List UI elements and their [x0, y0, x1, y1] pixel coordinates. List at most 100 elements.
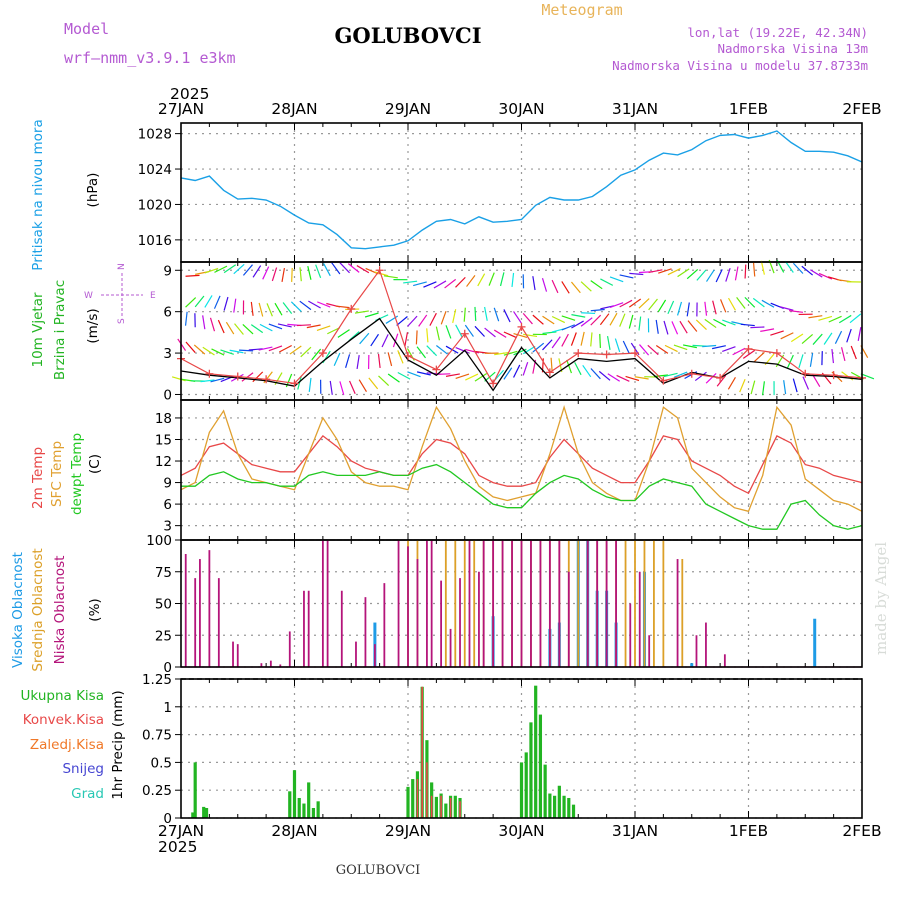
wind-arrow — [561, 333, 569, 347]
wind-arrow — [744, 264, 747, 279]
wind-arrow — [445, 325, 452, 339]
wind-arrow — [828, 315, 842, 323]
wind-arrow — [403, 280, 418, 284]
svg-text:SFC Temp: SFC Temp — [49, 441, 65, 507]
temp-ytick-label: 6 — [163, 497, 172, 513]
pressure-panel: 1016 1020 1024 1028 — [138, 122, 863, 263]
x-label-top: 29JAN — [385, 100, 431, 118]
wind-arrow — [609, 302, 624, 309]
wind-arrow — [619, 274, 634, 279]
wind-gust-marker — [574, 349, 583, 358]
wind-gust-marker — [290, 379, 299, 388]
precip-bar — [307, 782, 311, 818]
wind-arrow — [210, 377, 225, 383]
wind-arrow — [383, 275, 398, 279]
wind-arrow — [339, 262, 350, 274]
wind-arrow — [676, 301, 683, 316]
wind-arrow — [220, 349, 234, 355]
wind-arrow — [348, 380, 356, 394]
cloud-border — [180, 539, 863, 668]
wind-arrow — [248, 348, 263, 351]
cloud-title-low: Niska Oblacnost — [52, 556, 68, 665]
wind-arrow — [550, 357, 553, 372]
precip-unit: 1hr Precip (mm) — [110, 690, 126, 799]
wind-arrow — [209, 317, 216, 332]
precip-bar — [571, 804, 576, 818]
wind-arrow — [551, 315, 566, 324]
wind-arrow — [673, 344, 688, 351]
wind-arrow — [291, 267, 293, 282]
wind-arrow — [812, 374, 821, 387]
wind-arrow — [734, 266, 739, 281]
wind-arrow — [370, 333, 379, 347]
elevation-label: Nadmorska Visina 13m — [717, 41, 868, 56]
wind-ytick-label: 6 — [163, 305, 172, 321]
wind-arrow — [262, 266, 270, 280]
wind-arrow — [706, 269, 715, 282]
wind-arrow — [790, 333, 804, 343]
wind-gust-marker — [659, 376, 668, 385]
temp-ytick-label: 12 — [155, 454, 172, 470]
wind-arrow — [452, 309, 457, 324]
wind-ytick-label: 0 — [163, 387, 172, 403]
wind-arrow — [356, 355, 360, 370]
wind-arrow — [677, 268, 690, 278]
wind-arrow — [542, 339, 553, 351]
wind-arrow — [337, 329, 350, 338]
precip-bar — [534, 685, 538, 818]
wind-arrow — [397, 371, 411, 380]
precip-bar — [538, 714, 543, 818]
temp-line-2 — [181, 463, 863, 530]
wind-arrow — [628, 298, 642, 308]
wind-arrow — [713, 318, 727, 327]
precip-ytick-label: 0.75 — [142, 728, 172, 744]
wind-gust-marker — [517, 322, 526, 331]
precip-bar — [191, 812, 195, 818]
wind-arrow — [686, 268, 699, 280]
wind-arrow — [727, 376, 736, 390]
wind-arrow — [426, 328, 429, 343]
wind-arrow — [695, 319, 707, 330]
svg-text:Srednja Oblacnost: Srednja Oblacnost — [30, 548, 46, 671]
wind-arrow — [792, 262, 804, 274]
wind-arrow — [252, 265, 262, 278]
wind-arrow — [860, 373, 875, 380]
wind-arrow — [622, 340, 630, 354]
wind-arrow — [499, 272, 505, 287]
wind-arrow — [311, 348, 322, 361]
model-label: Model — [64, 20, 109, 38]
wind-arrow — [300, 346, 312, 358]
svg-text:Visoka Oblacnost: Visoka Oblacnost — [10, 552, 26, 668]
wind-arrow — [599, 333, 601, 348]
wind-arrow — [590, 314, 602, 326]
wind-arrow — [648, 298, 658, 311]
cloud-ytick-label: 50 — [155, 597, 172, 613]
wind-arrow — [474, 372, 488, 382]
wind-arrow — [271, 267, 278, 282]
wind-arrow — [418, 314, 428, 327]
wind-arrow — [542, 331, 557, 335]
temperature-panel: 3 6 9 12 15 18 — [155, 399, 863, 541]
wind-arrow — [444, 278, 457, 289]
cloud-ytick-label: 0 — [163, 660, 172, 676]
temp-line-0 — [180, 434, 863, 495]
temp-ytick-label: 9 — [163, 476, 172, 492]
wind-arrow — [728, 297, 736, 311]
wind-arrow — [258, 346, 273, 351]
wind-arrow — [752, 297, 765, 308]
wind-arrow — [494, 351, 509, 356]
cloud-ytick-label: 100 — [146, 533, 172, 549]
wind-arrow — [511, 272, 515, 287]
wind-arrow — [377, 353, 381, 368]
wind-arrow — [655, 319, 659, 334]
wind-arrow — [590, 308, 605, 312]
wind-arrow — [736, 297, 746, 309]
wind-arrow — [484, 327, 496, 338]
svg-text:W: W — [84, 291, 93, 301]
svg-text:dewpt Temp: dewpt Temp — [69, 433, 85, 515]
wind-arrow — [433, 280, 447, 289]
wind-arrow — [378, 375, 390, 386]
svg-text:N: N — [117, 263, 127, 270]
wind-arrow — [551, 336, 561, 349]
